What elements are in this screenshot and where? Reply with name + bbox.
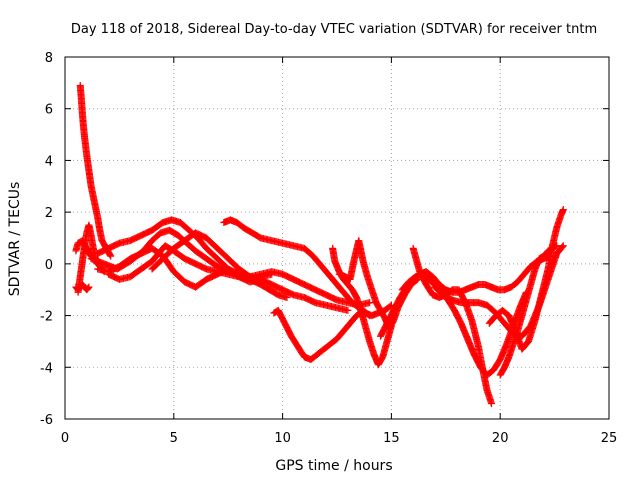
series-arc-4	[72, 281, 93, 294]
x-tick-label: 20	[492, 431, 509, 446]
data-point	[553, 242, 561, 250]
data-point	[366, 299, 374, 307]
y-tick-label: -4	[40, 361, 53, 376]
x-tick-label: 15	[383, 431, 400, 446]
series-arc-15	[409, 244, 495, 407]
data-point	[365, 311, 373, 319]
series-arc-2	[76, 81, 115, 260]
series-arc-9	[148, 229, 374, 309]
data-point	[487, 399, 495, 407]
data-point	[558, 243, 566, 251]
y-tick-label: 0	[45, 258, 53, 273]
data-point	[107, 252, 115, 260]
x-tick-label: 10	[274, 431, 291, 446]
data-point	[83, 285, 91, 293]
x-axis-label: GPS time / hours	[275, 458, 392, 474]
y-axis-label: SDTVAR / TECUs	[7, 182, 23, 297]
y-tick-label: 6	[45, 103, 53, 118]
data-point	[559, 242, 567, 250]
data-point	[84, 284, 92, 292]
x-tick-label: 5	[170, 431, 178, 446]
axis-ticks: 0 5 10 15 20 25 -6 -4 -2 0 2 4 6 8	[40, 51, 617, 446]
series-arc-11	[270, 306, 374, 364]
y-tick-label: -2	[40, 310, 53, 325]
data-point	[344, 306, 352, 314]
series-arc-1	[74, 221, 99, 296]
data-point	[366, 312, 374, 320]
data-point	[85, 283, 93, 291]
y-tick-label: -6	[40, 413, 53, 428]
y-tick-label: 2	[45, 206, 53, 221]
series-arc-12	[329, 244, 395, 369]
data-point	[106, 251, 114, 259]
chart-title: Day 118 of 2018, Sidereal Day-to-day VTE…	[71, 22, 597, 37]
series-arc-19	[496, 242, 561, 379]
data-point	[559, 206, 567, 214]
grid	[65, 57, 609, 419]
plot-frame	[64, 56, 610, 420]
y-tick-label: 8	[45, 51, 53, 66]
data-point	[552, 242, 560, 250]
x-tick-label: 0	[61, 431, 69, 446]
data-points	[72, 81, 567, 407]
y-tick-label: 4	[45, 154, 53, 169]
x-tick-label: 25	[601, 431, 618, 446]
